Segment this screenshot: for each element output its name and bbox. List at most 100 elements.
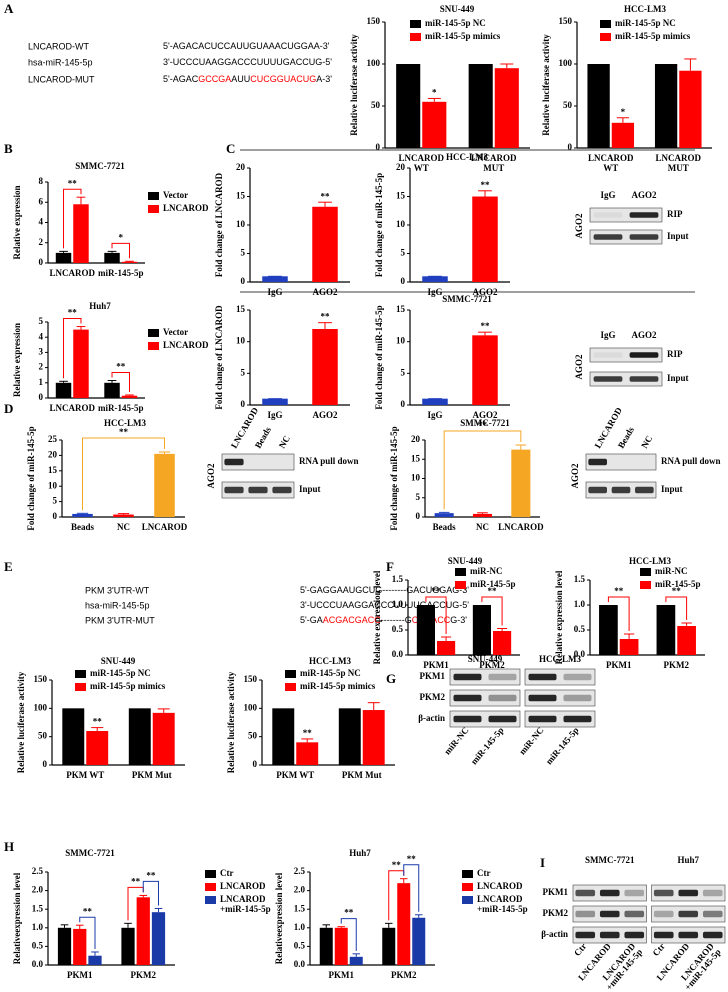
panel-label: D	[4, 401, 13, 416]
blot-band	[678, 931, 699, 939]
y-tick-label: 50	[248, 731, 258, 741]
bar	[362, 710, 385, 765]
blot-strip	[524, 710, 596, 728]
error-bar	[438, 511, 450, 514]
bar	[121, 261, 138, 263]
error-bar	[500, 63, 514, 69]
bar	[472, 335, 498, 405]
sequence-segment: 3'-UCCCUAAGGACCCUUUUGACCUG-5'	[163, 57, 332, 67]
sequence-segment: GCCGA	[198, 74, 231, 84]
blot-strip	[585, 453, 657, 471]
sequence: 5'-AGACGCCGAAUUCUCGGUACUGA-3'	[163, 74, 332, 84]
y-tick-label: 0	[416, 511, 421, 521]
blot-lane-label: miR-145-5p	[469, 725, 506, 766]
blot-band	[488, 715, 517, 723]
chart-title: HCC-LM3	[629, 556, 671, 566]
bar	[472, 605, 491, 655]
blot-row-label: Input	[667, 373, 689, 383]
error-bar	[478, 331, 492, 336]
blot-band	[575, 931, 596, 939]
sequence-segment: 5'-GA	[300, 615, 323, 625]
y-tick-label: 0	[401, 399, 406, 409]
blot-band	[248, 486, 268, 494]
bar	[434, 513, 454, 517]
bar	[587, 64, 610, 148]
chart-title: SNU-449	[448, 556, 483, 566]
significance: **	[83, 906, 93, 916]
y-axis-label: Relative expression	[12, 323, 22, 397]
bar	[338, 708, 361, 765]
y-tick-label: 8	[39, 176, 44, 186]
blot-lane-label: Beads	[253, 425, 273, 450]
y-tick-label: 1.0	[392, 599, 404, 609]
error-bar	[75, 924, 84, 929]
legend-label: miR-145-5p	[470, 579, 516, 589]
blot-band	[575, 910, 596, 918]
legend-label: miR-145-5p NC	[90, 668, 151, 678]
panel-label: G	[386, 671, 396, 686]
bar	[128, 708, 151, 765]
y-tick-label: 1.5	[574, 574, 586, 584]
sequence: 3'-UCCCUAAGGACCCUUUUGACCUG-5'	[300, 600, 469, 610]
error-bar	[139, 894, 148, 898]
error-bar	[684, 58, 697, 71]
y-tick-label: 100	[367, 58, 381, 68]
blot-lane-label: miR-NC	[517, 725, 546, 756]
y-tick-label: 3	[39, 346, 44, 356]
y-tick-label: 150	[244, 674, 258, 684]
blot-lane-label: Ctr	[572, 941, 588, 958]
x-tick-label: IgG	[267, 410, 282, 420]
legend-swatch	[640, 581, 651, 589]
significance: **	[119, 427, 129, 437]
y-tick-label: 0	[53, 511, 58, 521]
y-axis-label: Relative luciferase activity	[226, 671, 236, 773]
bar	[422, 101, 447, 148]
blot-group-label: HCC-LM3	[539, 654, 581, 664]
x-tick-label: PKM2	[664, 660, 690, 670]
blot-band	[488, 694, 517, 702]
bar	[312, 206, 338, 282]
blot-strip	[449, 689, 521, 707]
bar	[422, 398, 448, 405]
error-bar	[76, 512, 89, 514]
bar	[677, 626, 696, 655]
significance: **	[481, 321, 491, 331]
error-bar	[318, 201, 332, 207]
bar	[679, 70, 702, 148]
bar	[121, 927, 135, 965]
legend-swatch	[148, 342, 159, 350]
bar	[104, 382, 120, 398]
legend-swatch	[640, 568, 651, 576]
bar	[73, 928, 87, 965]
x-tick-label: PKM1	[67, 970, 93, 980]
blot-band	[599, 889, 620, 897]
x-tick-label: PKM1	[423, 660, 449, 670]
legend-swatch	[462, 883, 473, 891]
legend-label: miR-145-5p NC	[300, 668, 361, 678]
error-bar	[441, 636, 452, 641]
x-tick-label: miR-145-5p	[98, 403, 144, 413]
panel-label: C	[226, 141, 235, 156]
sequence-segment: 5'-AGACACUCCAUUGUAAACUGGAA-3'	[163, 41, 330, 51]
x-tick-label: PKM2	[391, 970, 417, 980]
blot-row-label: RNA pull down	[661, 456, 721, 466]
blot-lane-label: AGO2	[631, 190, 657, 200]
legend-swatch	[462, 896, 473, 904]
bar	[104, 252, 120, 263]
blot-band	[593, 352, 623, 358]
significance: **	[672, 586, 682, 596]
error-bar	[107, 380, 117, 383]
bar	[88, 955, 102, 965]
bar	[72, 513, 93, 517]
error-bar	[616, 117, 629, 123]
bar	[86, 731, 109, 765]
blot-band	[599, 910, 620, 918]
sequence-segment: A-3'	[316, 74, 332, 84]
panel-label: H	[4, 839, 14, 854]
x-tick-label: PKM Mut	[342, 770, 382, 780]
legend-label: miR-145-5p mimics	[425, 31, 501, 41]
bar	[73, 204, 89, 263]
bar	[382, 927, 396, 965]
x-tick-label: LNCAROD MUT	[471, 153, 517, 173]
bar	[422, 276, 448, 282]
